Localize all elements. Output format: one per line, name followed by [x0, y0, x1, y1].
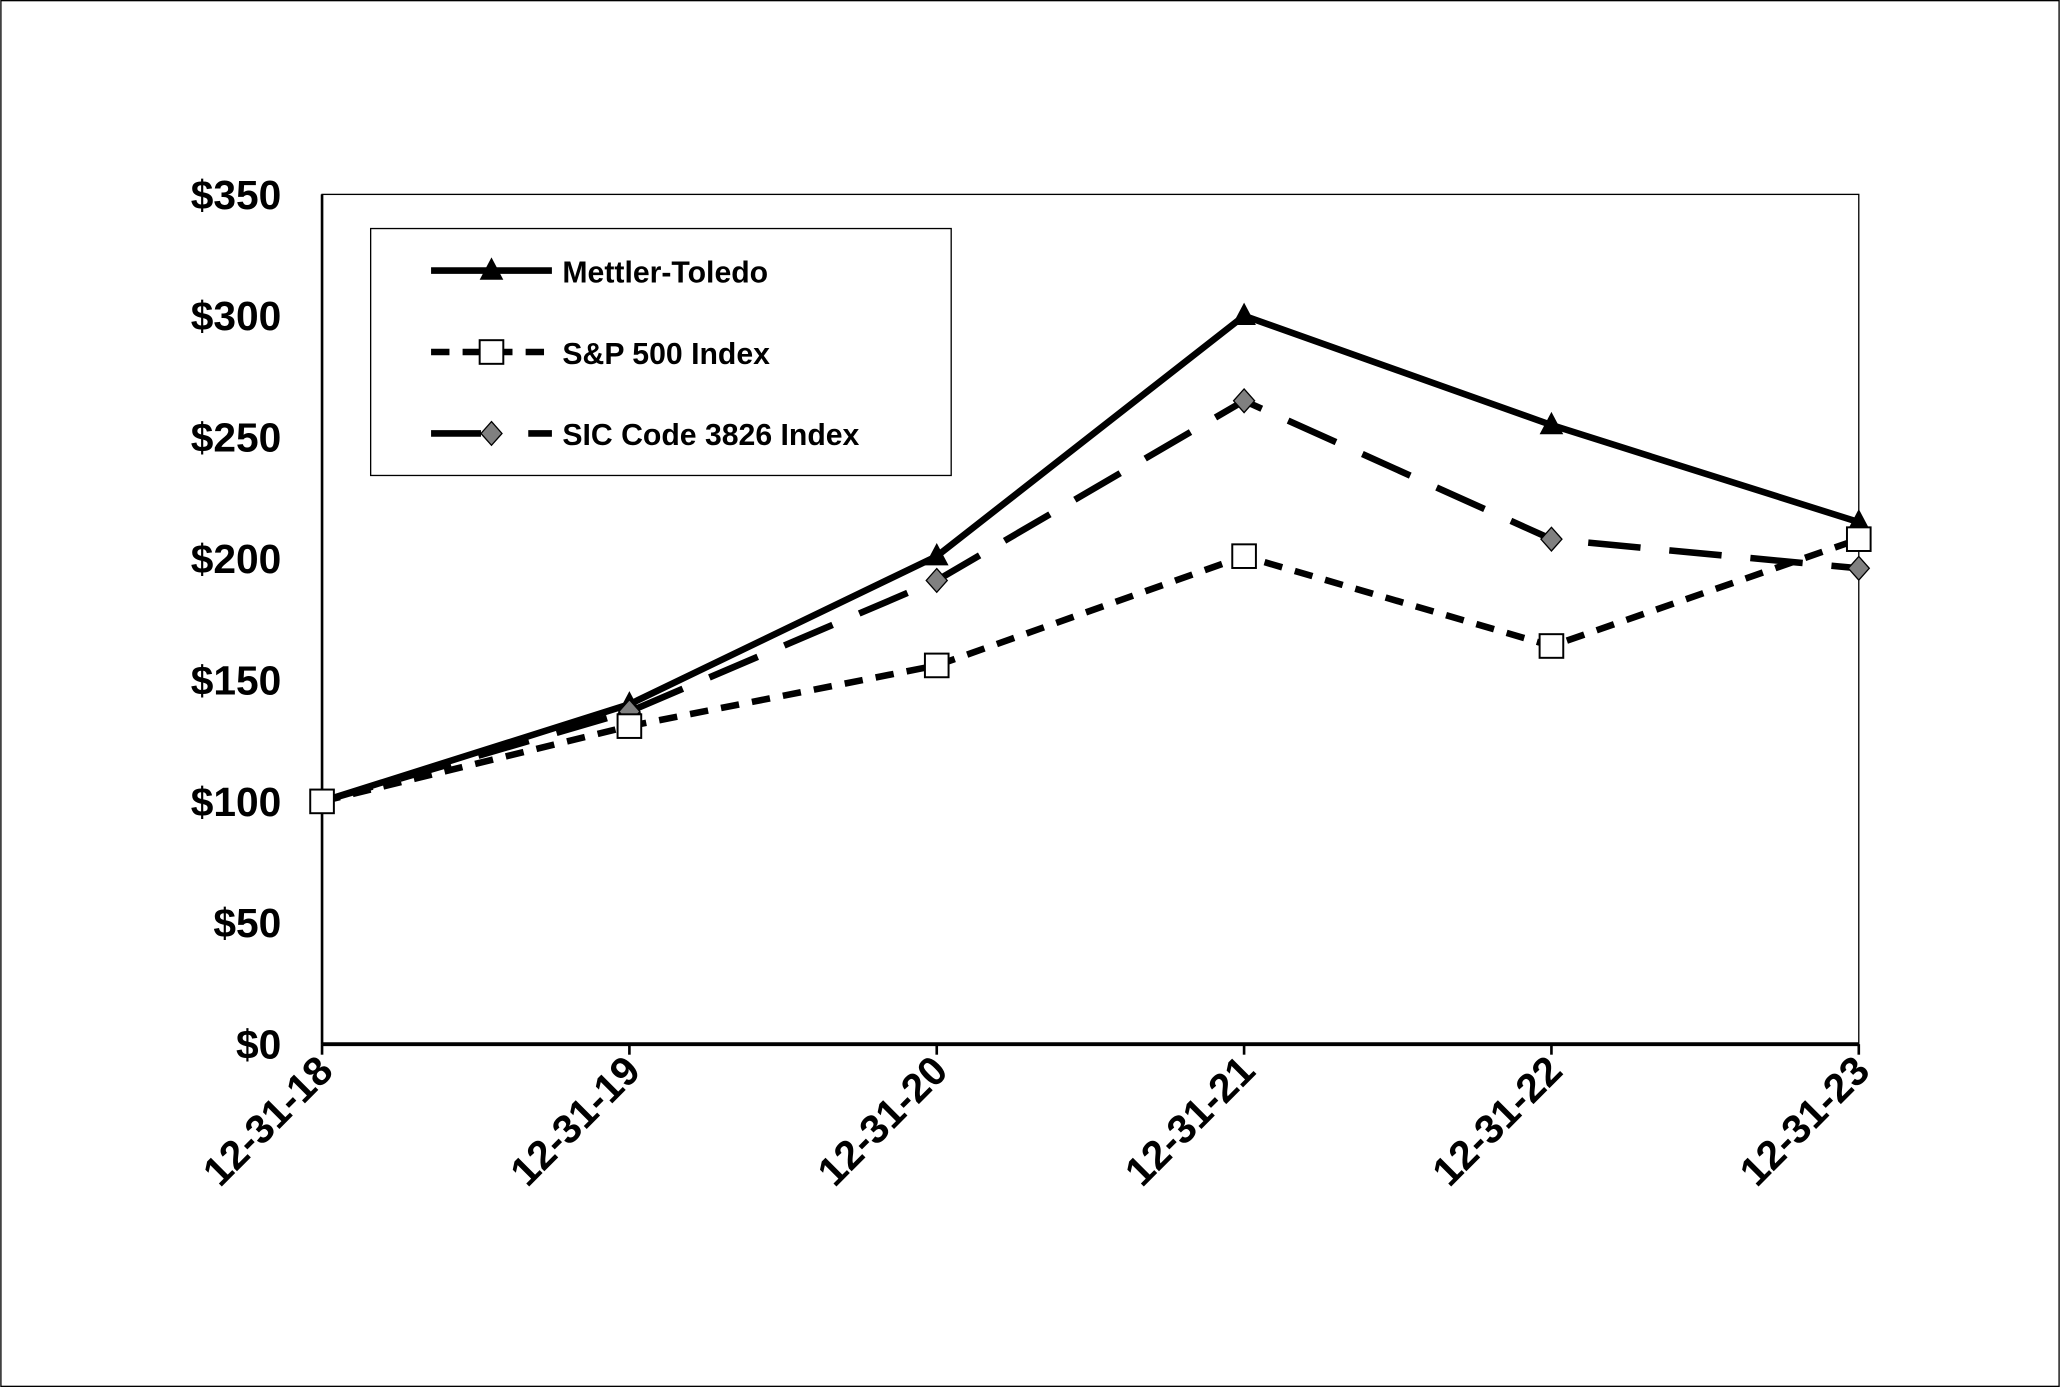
- square-marker: [616, 713, 643, 739]
- y-tick-label: $100: [191, 779, 282, 825]
- series-line: [321, 397, 1860, 805]
- triangle-marker: [1539, 411, 1564, 435]
- diamond-marker: [1847, 555, 1871, 582]
- diamond-marker: [480, 420, 503, 447]
- diamond-marker: [1232, 387, 1256, 414]
- legend-item: S&P 500 Index: [431, 338, 770, 371]
- y-tick-label: $0: [236, 1022, 281, 1068]
- y-tick-label: $200: [191, 536, 282, 582]
- triangle-marker: [1232, 302, 1256, 325]
- series-markers: [309, 526, 1872, 815]
- series-sic-code-3826-index: [321, 397, 1860, 805]
- square-marker: [309, 788, 335, 815]
- y-tick-label: $350: [191, 172, 282, 218]
- triangle-marker: [1846, 509, 1871, 532]
- series-line: [321, 312, 1860, 805]
- legend-label: Mettler-Toledo: [562, 256, 768, 289]
- y-tick-label: $150: [191, 657, 282, 703]
- series-line: [321, 536, 1860, 805]
- triangle-marker: [479, 257, 504, 280]
- triangle-marker: [924, 543, 949, 566]
- legend-item: SIC Code 3826 Index: [431, 419, 860, 452]
- legend-label: S&P 500 Index: [562, 338, 770, 371]
- square-marker: [478, 339, 505, 365]
- legend: Mettler-Toledo S&P 500 Index SIC Code 3826…: [369, 227, 952, 477]
- diamond-marker: [925, 567, 949, 594]
- square-marker: [923, 652, 950, 679]
- series-mettler-toledo: [321, 312, 1860, 805]
- y-tick-label: $250: [191, 415, 282, 461]
- series-s-p-500-index: [321, 536, 1860, 805]
- legend-label: SIC Code 3826 Index: [562, 419, 859, 452]
- legend-item: Mettler-Toledo: [431, 256, 768, 289]
- square-marker: [1231, 543, 1257, 569]
- diamond-marker: [1540, 526, 1563, 552]
- square-marker: [1845, 526, 1872, 552]
- square-marker: [1538, 633, 1565, 659]
- y-tick-label: $50: [213, 900, 281, 946]
- y-tick-label: $300: [191, 293, 282, 339]
